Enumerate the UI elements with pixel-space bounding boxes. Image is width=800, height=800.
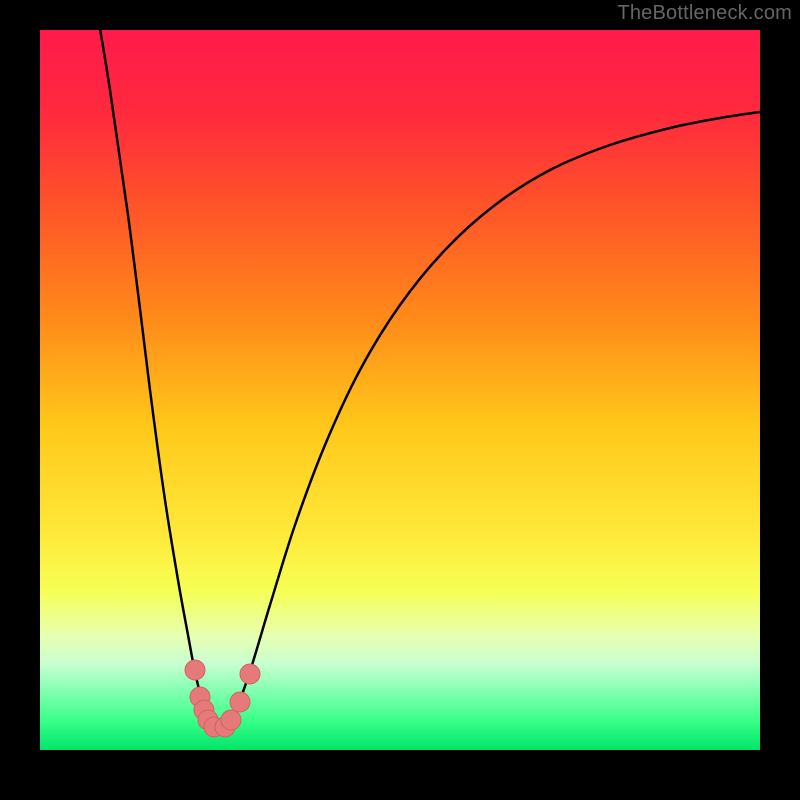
- plot-background: [40, 30, 760, 750]
- chart-stage: TheBottleneck.com: [0, 0, 800, 800]
- watermark-text: TheBottleneck.com: [617, 2, 792, 25]
- curve-marker: [185, 660, 205, 680]
- curve-marker: [230, 692, 250, 712]
- curve-marker: [221, 710, 241, 730]
- bottleneck-chart: [0, 0, 800, 800]
- curve-marker: [240, 664, 260, 684]
